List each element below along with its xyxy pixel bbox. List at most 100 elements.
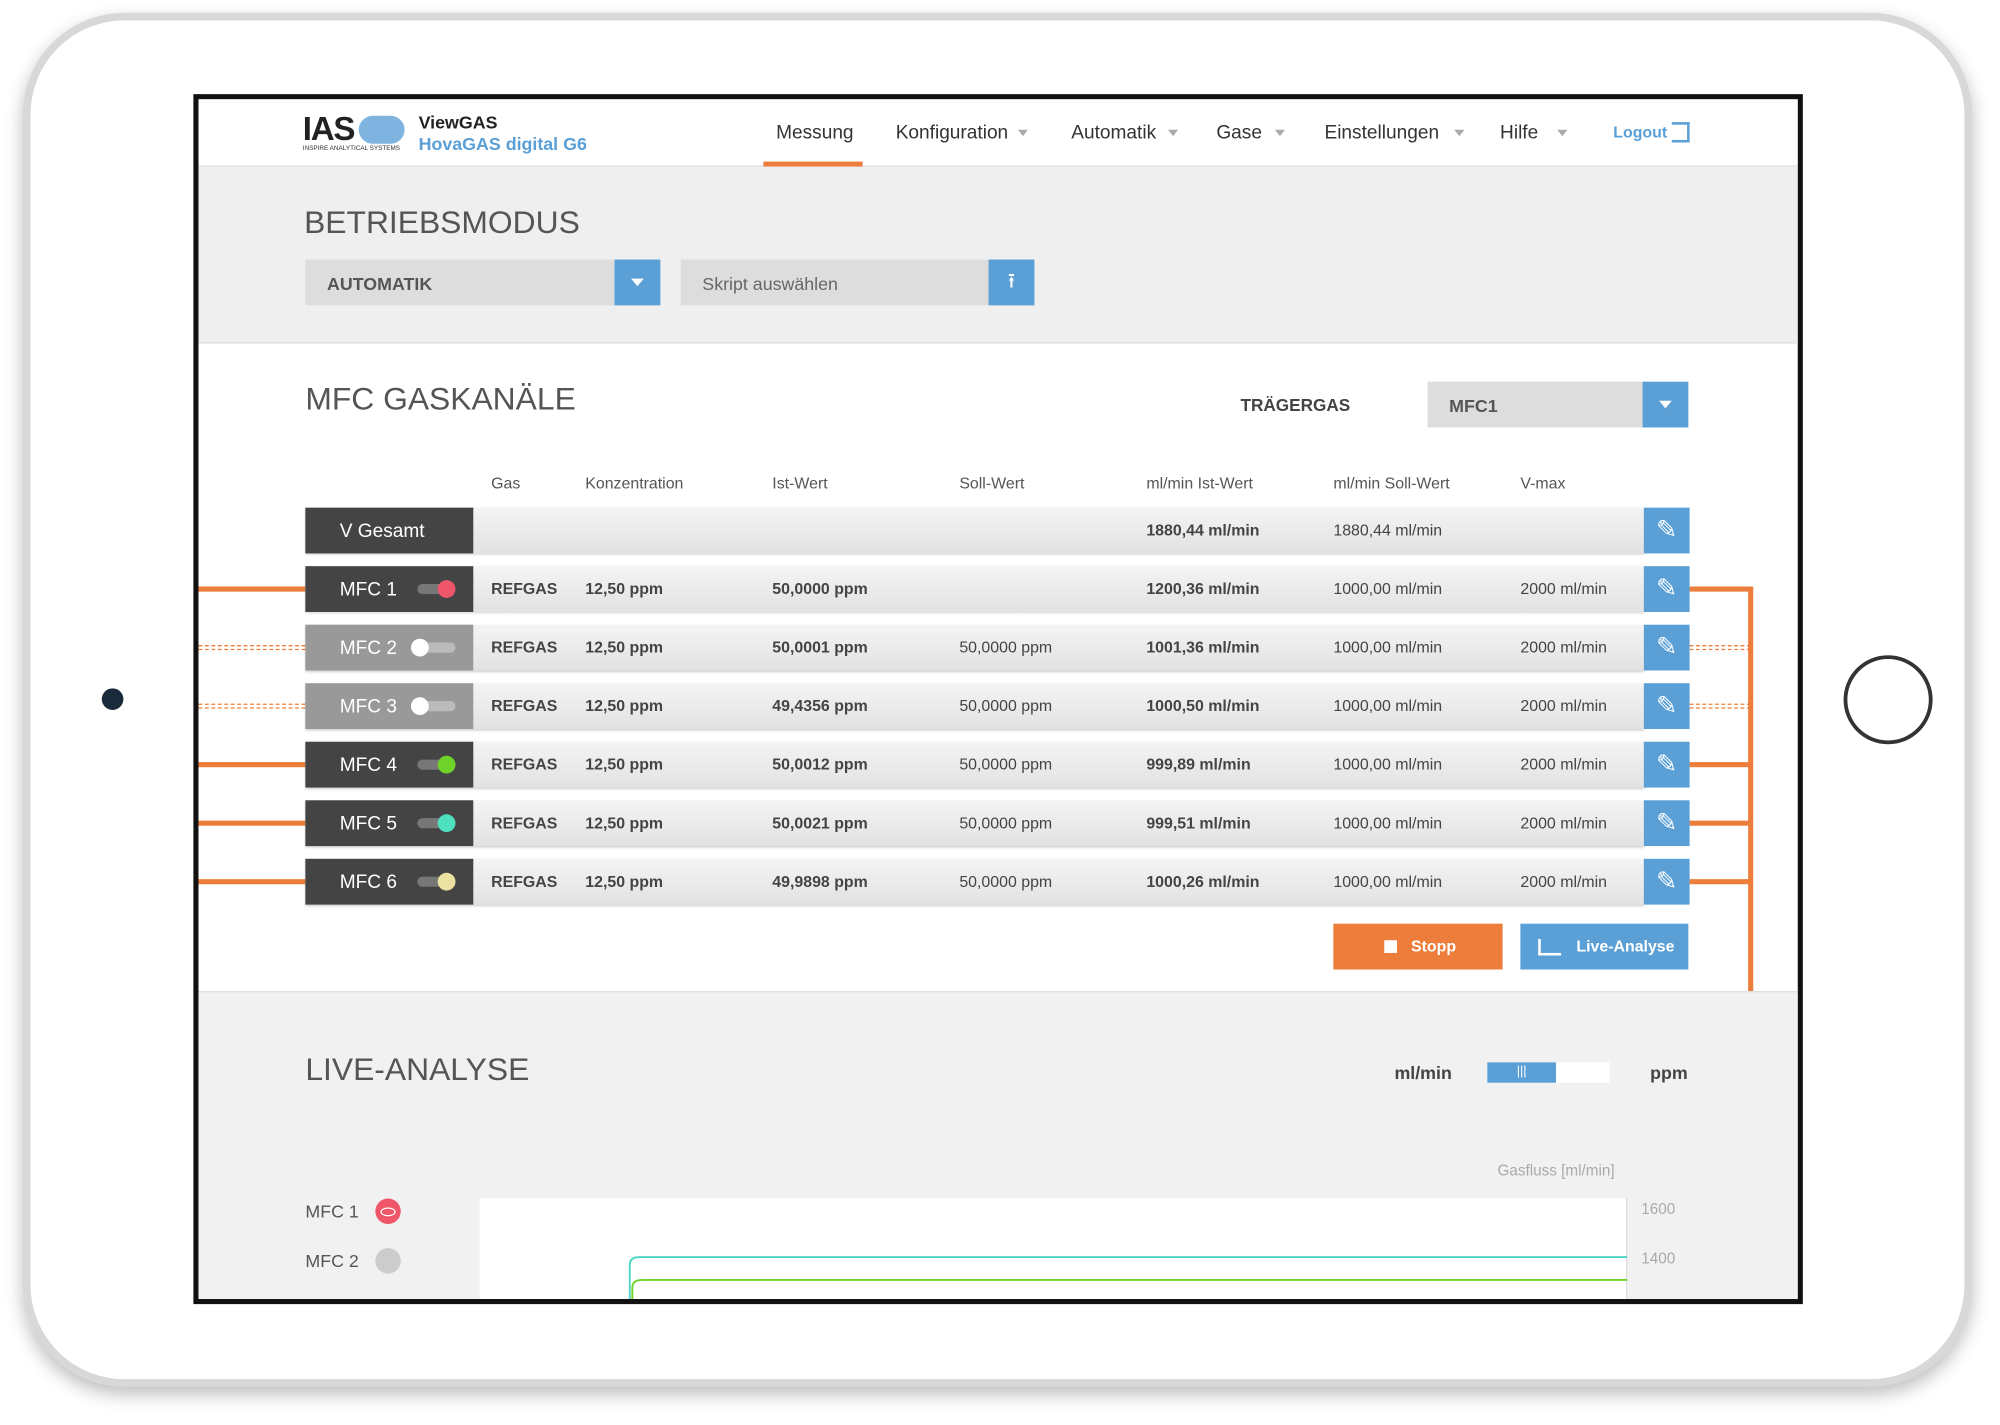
toggle-track[interactable] bbox=[417, 642, 456, 653]
tick-label: 1600 bbox=[1641, 1199, 1676, 1218]
row bbox=[305, 800, 1644, 847]
live-label[interactable]: Live-Analyse bbox=[1576, 937, 1675, 956]
toggle-knob[interactable] bbox=[437, 814, 456, 833]
nav-active-indicator bbox=[763, 161, 863, 167]
row-name: MFC 4 bbox=[339, 754, 397, 777]
column-header: ml/min Soll-Wert bbox=[1333, 474, 1450, 493]
toggle-knob[interactable] bbox=[437, 580, 456, 598]
flow-line bbox=[1689, 586, 1751, 592]
unit-left[interactable]: ml/min bbox=[1394, 1062, 1452, 1083]
cell: 2000 ml/min bbox=[1520, 697, 1608, 716]
nav-item[interactable]: Hilfe bbox=[1500, 122, 1539, 144]
toggle-knob[interactable] bbox=[410, 697, 429, 716]
script-select[interactable] bbox=[680, 259, 1035, 306]
stop-label[interactable]: Stopp bbox=[1410, 937, 1457, 956]
nav-item[interactable]: Messung bbox=[776, 122, 854, 144]
column-header: Soll-Wert bbox=[959, 474, 1025, 493]
column-header: V-max bbox=[1520, 474, 1566, 493]
screen: IAS INSPIRE ANALYTICAL SYSTEMS ViewGAS H… bbox=[193, 94, 1803, 1305]
nav-caret[interactable] bbox=[1167, 129, 1179, 141]
edit-button[interactable]: ✎ bbox=[1643, 800, 1690, 847]
unit-toggle[interactable]: ||| bbox=[1487, 1062, 1610, 1083]
nav-caret[interactable] bbox=[1557, 129, 1568, 141]
cell: 2000 ml/min bbox=[1520, 580, 1608, 598]
flow-line bbox=[1689, 879, 1751, 885]
toggle-knob[interactable] bbox=[410, 638, 429, 657]
logo: IAS bbox=[302, 109, 356, 148]
cell: REFGAS bbox=[491, 755, 558, 774]
flow-line bbox=[198, 879, 306, 885]
row bbox=[305, 624, 1644, 671]
cell: 1001,36 ml/min bbox=[1146, 638, 1260, 657]
toggle-track[interactable] bbox=[417, 818, 456, 829]
nav-caret[interactable] bbox=[1017, 129, 1029, 141]
edit-button[interactable]: ✎ bbox=[1643, 858, 1690, 905]
cell: REFGAS bbox=[491, 638, 558, 657]
row-name-block bbox=[305, 507, 474, 554]
nav-item[interactable]: Einstellungen bbox=[1324, 122, 1440, 144]
stop-button[interactable] bbox=[1333, 923, 1503, 970]
mode-value: AUTOMATIK bbox=[326, 273, 433, 294]
flow-line bbox=[1748, 586, 1754, 992]
toggle-knob[interactable] bbox=[437, 755, 456, 774]
cell: 1000,00 ml/min bbox=[1333, 755, 1443, 774]
row bbox=[305, 741, 1644, 788]
dropdown-button[interactable] bbox=[614, 259, 661, 306]
edit-button[interactable]: ✎ bbox=[1643, 741, 1690, 788]
cell: 1000,50 ml/min bbox=[1146, 697, 1260, 716]
axis-label: Gasfluss [ml/min] bbox=[1497, 1161, 1615, 1180]
cell: 2000 ml/min bbox=[1520, 755, 1608, 774]
flow-line bbox=[1689, 820, 1751, 826]
chart-area bbox=[479, 1198, 1628, 1300]
flow-line bbox=[1689, 703, 1751, 709]
column-header: Konzentration bbox=[585, 474, 684, 493]
cell: 1000,00 ml/min bbox=[1333, 580, 1443, 598]
edit-button[interactable]: ✎ bbox=[1643, 624, 1690, 671]
visibility-toggle[interactable] bbox=[375, 1248, 401, 1274]
cell: REFGAS bbox=[491, 872, 558, 891]
unit-right[interactable]: ppm bbox=[1650, 1062, 1688, 1083]
cell: REFGAS bbox=[491, 697, 558, 716]
toggle-track[interactable] bbox=[417, 876, 456, 887]
flow-line bbox=[198, 645, 306, 651]
nav-item[interactable]: Automatik bbox=[1071, 122, 1157, 144]
cell: 50,0000 ppm bbox=[959, 814, 1053, 833]
toggle-track[interactable] bbox=[417, 701, 456, 712]
cell: 1000,00 ml/min bbox=[1333, 814, 1443, 833]
logout-icon[interactable] bbox=[1671, 122, 1690, 143]
live-button[interactable] bbox=[1520, 923, 1689, 970]
cell: 12,50 ppm bbox=[585, 872, 664, 891]
visibility-toggle[interactable] bbox=[375, 1198, 401, 1224]
flow-line bbox=[198, 586, 306, 592]
upload-button[interactable]: ⭱ bbox=[988, 259, 1035, 306]
mode-section bbox=[198, 166, 1798, 344]
cell: 1000,00 ml/min bbox=[1333, 638, 1443, 657]
row-name: MFC 1 bbox=[339, 578, 397, 601]
logout[interactable]: Logout bbox=[1613, 123, 1668, 142]
toggle-knob[interactable] bbox=[437, 872, 456, 891]
toggle-track[interactable] bbox=[417, 759, 456, 770]
column-header: Gas bbox=[491, 474, 521, 493]
legend-label: MFC 1 bbox=[305, 1201, 359, 1222]
home-button[interactable] bbox=[1843, 655, 1933, 745]
cell: 50,0000 ppm bbox=[772, 580, 868, 598]
cell: 1880,44 ml/min bbox=[1333, 521, 1443, 540]
logo-sub: INSPIRE ANALYTICAL SYSTEMS bbox=[302, 145, 401, 153]
header bbox=[198, 99, 1798, 167]
edit-button[interactable]: ✎ bbox=[1643, 566, 1690, 612]
edit-button[interactable]: ✎ bbox=[1643, 507, 1690, 554]
mode-select[interactable] bbox=[305, 259, 661, 306]
section-title: BETRIEBSMODUS bbox=[304, 204, 580, 241]
edit-button[interactable]: ✎ bbox=[1643, 683, 1690, 730]
section-title: LIVE-ANALYSE bbox=[305, 1052, 530, 1088]
row-name: MFC 3 bbox=[339, 695, 397, 718]
flow-line bbox=[198, 762, 306, 768]
nav-item[interactable]: Gase bbox=[1216, 122, 1262, 144]
nav-item[interactable]: Konfiguration bbox=[895, 122, 1009, 144]
cell: 1200,36 ml/min bbox=[1146, 580, 1260, 598]
nav-caret[interactable] bbox=[1454, 129, 1465, 141]
nav-caret[interactable] bbox=[1274, 129, 1286, 141]
dropdown-button[interactable] bbox=[1642, 381, 1689, 428]
toggle-track[interactable] bbox=[417, 583, 456, 595]
